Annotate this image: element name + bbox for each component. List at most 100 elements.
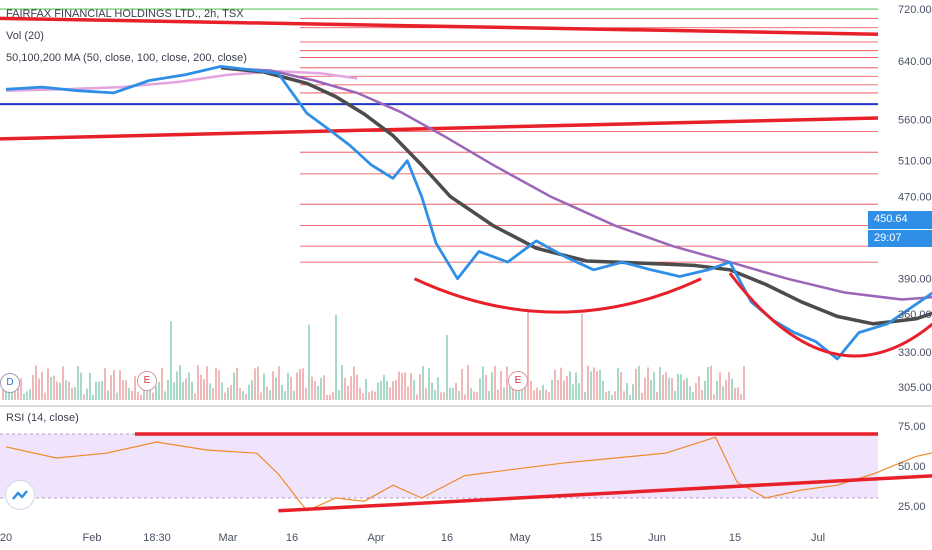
volume-bar [353, 366, 355, 400]
volume-bar [140, 394, 142, 400]
volume-bar [50, 376, 52, 400]
volume-bar [530, 380, 532, 400]
volume-bar [269, 390, 271, 400]
volume-bar [38, 378, 40, 400]
volume-bar [452, 387, 454, 400]
time-axis: 20 Feb 18:30 Mar 16 Apr 16 May 15 Jun 15 Jul [0, 532, 825, 544]
volume-bar [740, 394, 742, 400]
volume-bar [128, 388, 130, 400]
time-axis-label: 16 [441, 532, 453, 544]
volume-bar [77, 365, 79, 400]
rsi-axis-label: 50.00 [898, 461, 926, 473]
volume-bar [647, 367, 649, 400]
volume-bar [188, 372, 190, 400]
volume-bar [722, 386, 724, 400]
volume-bar [71, 387, 73, 400]
volume-bar [686, 378, 688, 400]
price-axis-label: 470.00 [898, 192, 932, 204]
volume-bar [293, 390, 295, 400]
volume-bar [629, 394, 631, 400]
volume-bar [47, 368, 49, 400]
rsi-line [5, 436, 932, 512]
volume-bar [101, 380, 103, 400]
volume-bar [224, 392, 226, 400]
volume-bar [446, 334, 448, 400]
volume-bar [608, 390, 610, 400]
volume-bar [713, 394, 715, 400]
volume-bar [203, 379, 205, 400]
volume-bar [239, 388, 241, 400]
moving-average-legend: 50,100,200 MA (50, close, 100, close, 20… [6, 52, 247, 64]
volume-bar [692, 392, 694, 400]
volume-bar [134, 376, 136, 400]
volume-bar [89, 372, 91, 400]
volume-bar [449, 387, 451, 400]
volume-bar [470, 388, 472, 400]
volume-bar [356, 374, 358, 400]
earnings-badge-1[interactable]: E [137, 371, 157, 391]
volume-bar [266, 386, 268, 400]
volume-bar [104, 368, 106, 400]
cup-arc-1 [413, 277, 702, 314]
volume-bar [599, 369, 601, 400]
volume-bar [380, 381, 382, 400]
price-axis-label: 560.00 [898, 115, 932, 127]
volume-bar [704, 380, 706, 400]
volume-bar [635, 368, 637, 400]
volume-bar [284, 391, 286, 400]
volume-bar [542, 384, 544, 400]
volume-bar [332, 392, 334, 400]
volume-bar [56, 381, 58, 400]
volume-bar [401, 373, 403, 400]
volume-bar [347, 385, 349, 400]
volume-bar [641, 392, 643, 400]
volume-bar [632, 384, 634, 400]
earnings-badge-2[interactable]: E [508, 371, 528, 391]
time-axis-label: 18:30 [143, 532, 171, 544]
volume-bar [539, 389, 541, 400]
volume-bar [200, 374, 202, 400]
volume-bar [506, 366, 508, 400]
volume-bar [716, 380, 718, 400]
volume-bar [125, 380, 127, 400]
volume-bar [26, 391, 28, 400]
volume-bar [170, 321, 172, 400]
price-axis-label: 360.00 [898, 309, 932, 321]
volume-bar [485, 375, 487, 400]
volume-bar [698, 376, 700, 400]
volume-bar [98, 381, 100, 400]
volume-bar [569, 371, 571, 400]
volume-bar [5, 387, 7, 400]
volume-bar [113, 370, 115, 400]
volume-bar [212, 388, 214, 400]
volume-bar [383, 374, 385, 400]
volume-bar [92, 394, 94, 400]
dividend-badge[interactable]: D [0, 373, 20, 393]
volume-bar [119, 370, 121, 400]
volume-bar [68, 381, 70, 400]
volume-bar [299, 369, 301, 400]
volume-bar [335, 314, 337, 400]
volume-bar [32, 374, 34, 400]
volume-bar [665, 372, 667, 400]
volume-bar [737, 387, 739, 400]
volume-bar [62, 366, 64, 400]
time-axis-label: 15 [729, 532, 741, 544]
volume-bar [413, 380, 415, 400]
volume-bar [296, 372, 298, 400]
logo-icon [12, 490, 28, 500]
volume-bar [386, 381, 388, 400]
tradingview-logo[interactable] [5, 480, 35, 510]
time-axis-label: Feb [83, 532, 102, 544]
volume-bar [644, 377, 646, 400]
volume-bar [491, 372, 493, 400]
volume-bar [575, 372, 577, 400]
volume-bar [326, 394, 328, 400]
volume-bar [422, 366, 424, 400]
volume-bar [158, 381, 160, 400]
price-axis-label: 305.00 [898, 382, 932, 394]
volume-bar [161, 367, 163, 400]
volume-bar [710, 365, 712, 400]
volume-bar [137, 391, 139, 400]
time-axis-label: 20 [0, 532, 12, 544]
